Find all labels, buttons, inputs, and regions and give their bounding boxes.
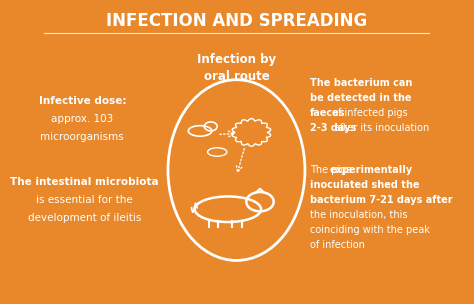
Text: faeces: faeces [310,108,346,118]
Text: 2-3 days: 2-3 days [310,123,356,133]
Text: of infected pigs: of infected pigs [329,108,408,118]
Text: INFECTION AND SPREADING: INFECTION AND SPREADING [106,12,367,30]
Text: after its inoculation: after its inoculation [331,123,430,133]
Text: coinciding with the peak: coinciding with the peak [310,225,430,235]
Text: experimentally: experimentally [330,165,413,175]
Text: The pigs: The pigs [310,165,355,175]
Text: Infective dose:: Infective dose: [38,96,126,106]
Text: of infection: of infection [310,240,365,250]
Text: approx. 103: approx. 103 [51,114,113,124]
Text: The bacterium can: The bacterium can [310,78,412,88]
Text: is essential for the: is essential for the [36,195,133,205]
Text: inoculated shed the: inoculated shed the [310,180,419,190]
Text: be detected in the: be detected in the [310,93,411,103]
Text: the inoculation, this: the inoculation, this [310,210,408,220]
Text: microorganisms: microorganisms [40,132,124,142]
Text: The intestinal microbiota: The intestinal microbiota [10,177,159,187]
Text: development of ileitis: development of ileitis [28,213,141,223]
Text: bacterium 7-21 days after: bacterium 7-21 days after [310,195,453,205]
Text: Infection by
oral route: Infection by oral route [197,53,276,83]
